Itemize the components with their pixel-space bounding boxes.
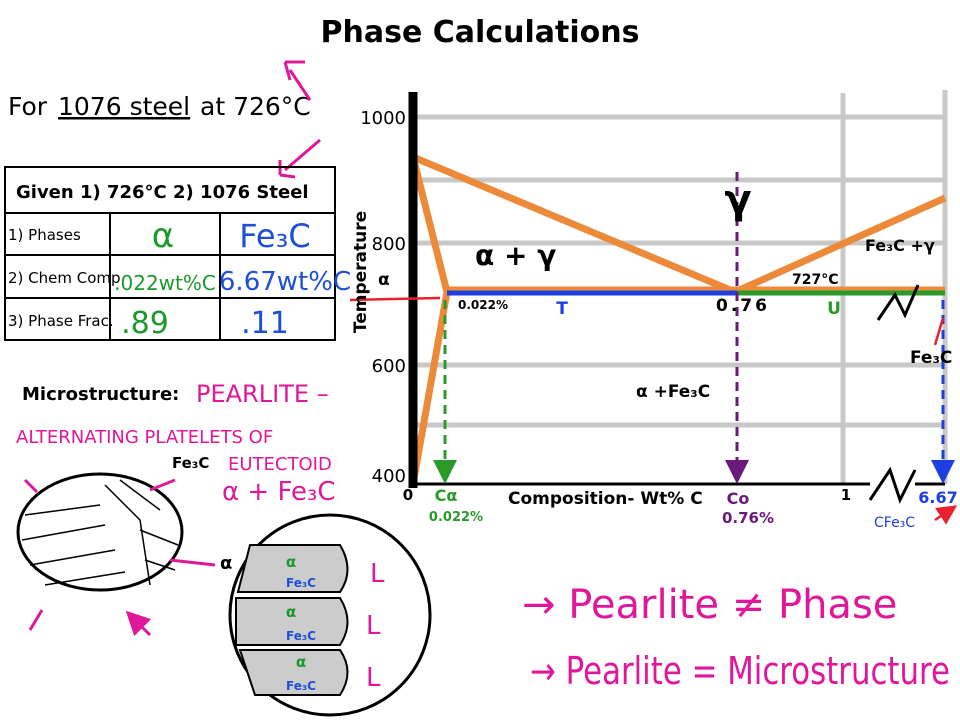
layer-mark: L xyxy=(366,663,381,693)
cell: .022wt%C xyxy=(114,271,216,295)
cell: α xyxy=(152,216,174,256)
c-fe3c: CFe₃C xyxy=(874,515,915,531)
t-label: T xyxy=(556,299,568,319)
eutectoid-point: 0.76 xyxy=(716,296,770,316)
gamma-label: γ xyxy=(724,177,751,223)
fe3c-gamma-label: Fe₃C +γ xyxy=(865,236,935,255)
layer-fe3c: Fe₃C xyxy=(286,679,316,693)
c-o-value: 0.76% xyxy=(722,509,774,527)
problem-steel: 1076 steel xyxy=(58,92,190,121)
layer-mark: L xyxy=(366,611,381,641)
x-axis xyxy=(413,284,945,504)
micro-desc: ALTERNATING PLATELETS OF xyxy=(16,427,273,448)
alpha-label: α xyxy=(220,553,232,574)
row-label: 3) Phase Frac. xyxy=(8,312,114,330)
pointer xyxy=(23,478,216,635)
alpha-gamma-label: α + γ xyxy=(475,239,556,272)
phase-boundaries xyxy=(409,153,947,485)
micro-desc: α + Fe₃C xyxy=(222,477,336,507)
zoom-circle xyxy=(228,513,432,717)
c-alpha-value: 0.022% xyxy=(429,510,483,525)
lamellae xyxy=(235,544,349,696)
cell: 6.67wt%C xyxy=(219,267,351,297)
y-tick-label: 800 xyxy=(372,234,406,255)
x-axis-title: Composition- Wt% C xyxy=(508,489,703,509)
title: Phase Calculations xyxy=(321,15,640,50)
y-tick-label: 600 xyxy=(372,356,406,377)
cell: .11 xyxy=(241,306,289,341)
c-fe3c-value: 6.67 xyxy=(918,488,957,507)
table-header: Given 1) 726°C 2) 1076 Steel xyxy=(16,182,309,203)
micro-desc: EUTECTOID xyxy=(228,454,332,475)
x-tick-label: 1 xyxy=(841,486,851,504)
c-o: Co xyxy=(727,489,750,508)
layer-fe3c: Fe₃C xyxy=(286,576,316,590)
problem-prefix: For xyxy=(8,92,48,121)
c-alpha: Cα xyxy=(435,486,458,505)
fe3c-label: Fe₃C xyxy=(172,454,209,472)
row-label: 1) Phases xyxy=(8,226,81,244)
grain-sketch xyxy=(16,472,184,592)
given-table xyxy=(4,166,336,341)
layer-alpha: α xyxy=(286,603,296,621)
alpha-label: α xyxy=(378,270,390,290)
x-tick-label: 0 xyxy=(403,486,413,504)
note: → Pearlite = Microstructure xyxy=(530,649,950,693)
layer-mark: L xyxy=(370,559,385,589)
alpha-fe3c-label: α +Fe₃C xyxy=(636,382,710,402)
y-tick-label: 400 xyxy=(372,466,406,487)
layer-fe3c: Fe₃C xyxy=(286,629,316,643)
fe3c-label: Fe₃C xyxy=(910,348,952,368)
problem-suffix: at 726°C xyxy=(200,92,311,121)
y-axis-title: Temperature xyxy=(351,211,371,333)
micro-name: PEARLITE – xyxy=(196,380,329,408)
cell: Fe₃C xyxy=(239,217,311,255)
eutectoid-temp: 727°C xyxy=(792,272,839,288)
u-label: U xyxy=(827,299,841,319)
alpha-limit: 0.022% xyxy=(458,298,508,312)
pointer xyxy=(349,296,953,520)
arrows xyxy=(278,60,321,179)
cell: .89 xyxy=(121,306,169,341)
row-label: 2) Chem Comp xyxy=(8,269,121,287)
layer-alpha: α xyxy=(296,653,306,671)
layer-alpha: α xyxy=(286,553,296,571)
y-tick-label: 1000 xyxy=(360,108,406,129)
micro-label: Microstructure: xyxy=(22,384,179,405)
note: → Pearlite ≠ Phase xyxy=(522,582,897,628)
